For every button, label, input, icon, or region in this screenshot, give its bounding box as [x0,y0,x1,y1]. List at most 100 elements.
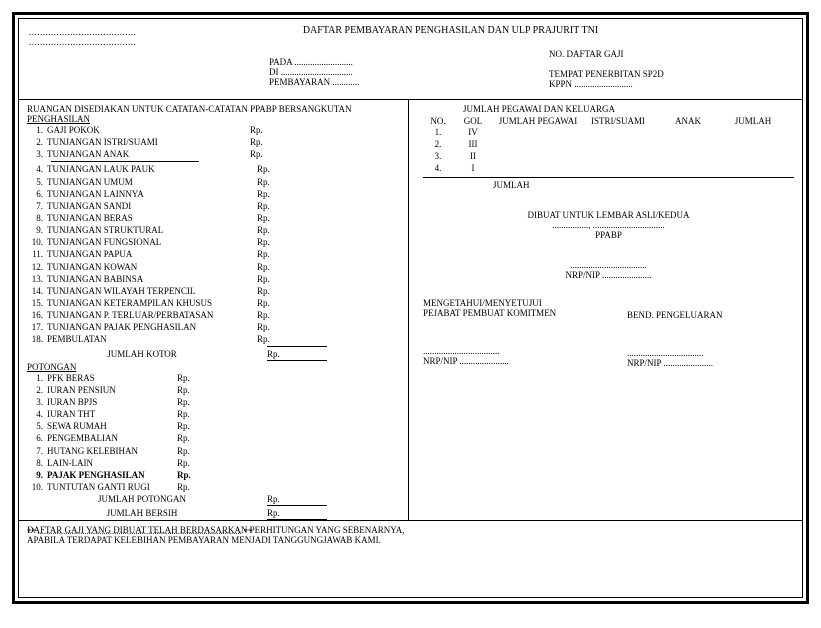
item-label: TUNJANGAN PAJAK PENGHASILAN [47,321,257,333]
pot-rp: Rp. [177,384,207,396]
pejabat-name: .................................. [423,346,627,356]
rt-no: 3. [423,150,453,162]
right-title: JUMLAH PEGAWAI DAN KELUARGA [423,104,794,114]
item-rp: Rp. [257,273,287,285]
item-rp: Rp. [257,261,287,273]
col-left: RUANGAN DISEDIAKAN UNTUK CATATAN-CATATAN… [19,100,409,520]
jumlah-kotor-label: JUMLAH KOTOR [27,348,267,360]
rt-gol: I [453,162,493,174]
pot-num: 10. [27,481,47,493]
item-label: TUNJANGAN KOWAN [47,261,257,273]
item-num: 16. [27,309,47,321]
ruangan-note: RUANGAN DISEDIAKAN UNTUK CATATAN-CATATAN… [27,104,400,114]
pada-line: PADA .......................... [269,57,549,67]
ppabp-name: .................................. [423,260,794,270]
bend-nrp: NRP/NIP ...................... [627,358,794,368]
item-num: 2. [27,136,47,148]
col-an: ANAK [653,116,723,126]
rt-gol: IV [453,126,493,138]
hdr-dots-1: ....................................... [29,27,269,37]
pot-rp: Rp. [177,396,207,408]
pot-rp: Rp. [177,469,207,481]
pot-label: LAIN-LAIN [47,457,177,469]
item-num: 17. [27,321,47,333]
sect-potongan: POTONGAN [27,362,400,372]
item-label: TUNJANGAN LAUK PAUK [47,163,257,175]
pot-num: 2. [27,384,47,396]
item-rp: Rp. [250,124,280,136]
item-num: 15. [27,297,47,309]
item-rp: Rp. [257,212,287,224]
col-right: JUMLAH PEGAWAI DAN KELUARGA NO. GOL JUML… [409,100,802,520]
outer-frame: ....................................... … [12,12,809,604]
item-label: TUNJANGAN ANAK [47,148,250,160]
rt-no: 4. [423,162,453,174]
pot-label: IURAN THT [47,408,177,420]
item-num: 18. [27,333,47,345]
pot-label: IURAN PENSIUN [47,384,177,396]
pot-label: HUTANG KELEBIHAN [47,445,177,457]
jumlah-bersih-label: JUMLAH BERSIH [27,507,267,519]
item-num: 8. [27,212,47,224]
pot-rp: Rp. [177,420,207,432]
line-after-3 [51,161,199,162]
item-label: TUNJANGAN ISTRI/SUAMI [47,136,250,148]
pot-rp: Rp. [177,432,207,444]
tempat-sp2d: TEMPAT PENERBITAN SP2D [549,69,792,79]
item-rp: Rp. [250,136,280,148]
footer: DAFTAR GAJI YANG DIBUAT TELAH BERDASARKA… [19,520,802,549]
item-num: 6. [27,188,47,200]
item-label: TUNJANGAN UMUM [47,176,257,188]
pot-num: 9. [27,469,47,481]
pot-label: PFK BERAS [47,372,177,384]
dibuat-dots: ................, ......................… [423,220,794,230]
pot-num: 1. [27,372,47,384]
kppn-line: KPPN .......................... [549,79,792,89]
item-num: 13. [27,273,47,285]
pot-rp: Rp. [177,408,207,420]
item-num: 1. [27,124,47,136]
pot-label: PENGEMBALIAN [47,432,177,444]
di-line: DI ................................ [269,67,549,77]
ppabp: PPABP [423,230,794,240]
rt-jumlah: JUMLAH [423,180,794,190]
sect-penghasilan: PENGHASILAN [27,114,400,124]
item-label: GAJI POKOK [47,124,250,136]
rt-gol: III [453,138,493,150]
pot-num: 5. [27,420,47,432]
pejabat: PEJABAT PEMBUAT KOMITMEN [423,308,627,318]
item-label: TUNJANGAN LAINNYA [47,188,257,200]
no-daftar-gaji: NO. DAFTAR GAJI [549,49,792,59]
bend: BEND. PENGELUARAN [627,310,794,320]
pegawai-table: NO. GOL JUMLAH PEGAWAI ISTRI/SUAMI ANAK … [423,116,794,190]
item-label: TUNJANGAN WILAYAH TERPENCIL [47,285,257,297]
pot-rp: Rp. [177,445,207,457]
item-num: 10. [27,236,47,248]
item-rp: Rp. [257,163,287,175]
item-label: PEMBULATAN [47,333,257,345]
item-label: TUNJANGAN SANDI [47,200,257,212]
pot-num: 7. [27,445,47,457]
line-after-18 [267,346,327,347]
item-num: 9. [27,224,47,236]
mengetahui: MENGETAHUI/MENYETUJUI [423,298,627,308]
jumlah-potongan-label: JUMLAH POTONGAN [27,493,267,505]
pot-rp: Rp. [177,372,207,384]
item-rp: Rp. [257,188,287,200]
inner-frame: ....................................... … [18,18,803,598]
item-rp: Rp. [257,321,287,333]
jumlah-potongan-rp: Rp. [267,493,280,505]
line-after-kotor [267,360,327,361]
item-label: TUNJANGAN BABINSA [47,273,257,285]
col-no: NO. [423,116,453,126]
col-jp: JUMLAH PEGAWAI [493,116,583,126]
pot-num: 4. [27,408,47,420]
item-rp: Rp. [257,224,287,236]
doc-title: DAFTAR PEMBAYARAN PENGHASILAN DAN ULP PR… [269,25,632,36]
item-num: 3. [27,148,47,160]
jumlah-bersih-rp: Rp. [267,507,280,519]
item-num: 7. [27,200,47,212]
pot-label: SEWA RUMAH [47,420,177,432]
header: ....................................... … [19,19,802,99]
item-num: 4. [27,163,47,175]
